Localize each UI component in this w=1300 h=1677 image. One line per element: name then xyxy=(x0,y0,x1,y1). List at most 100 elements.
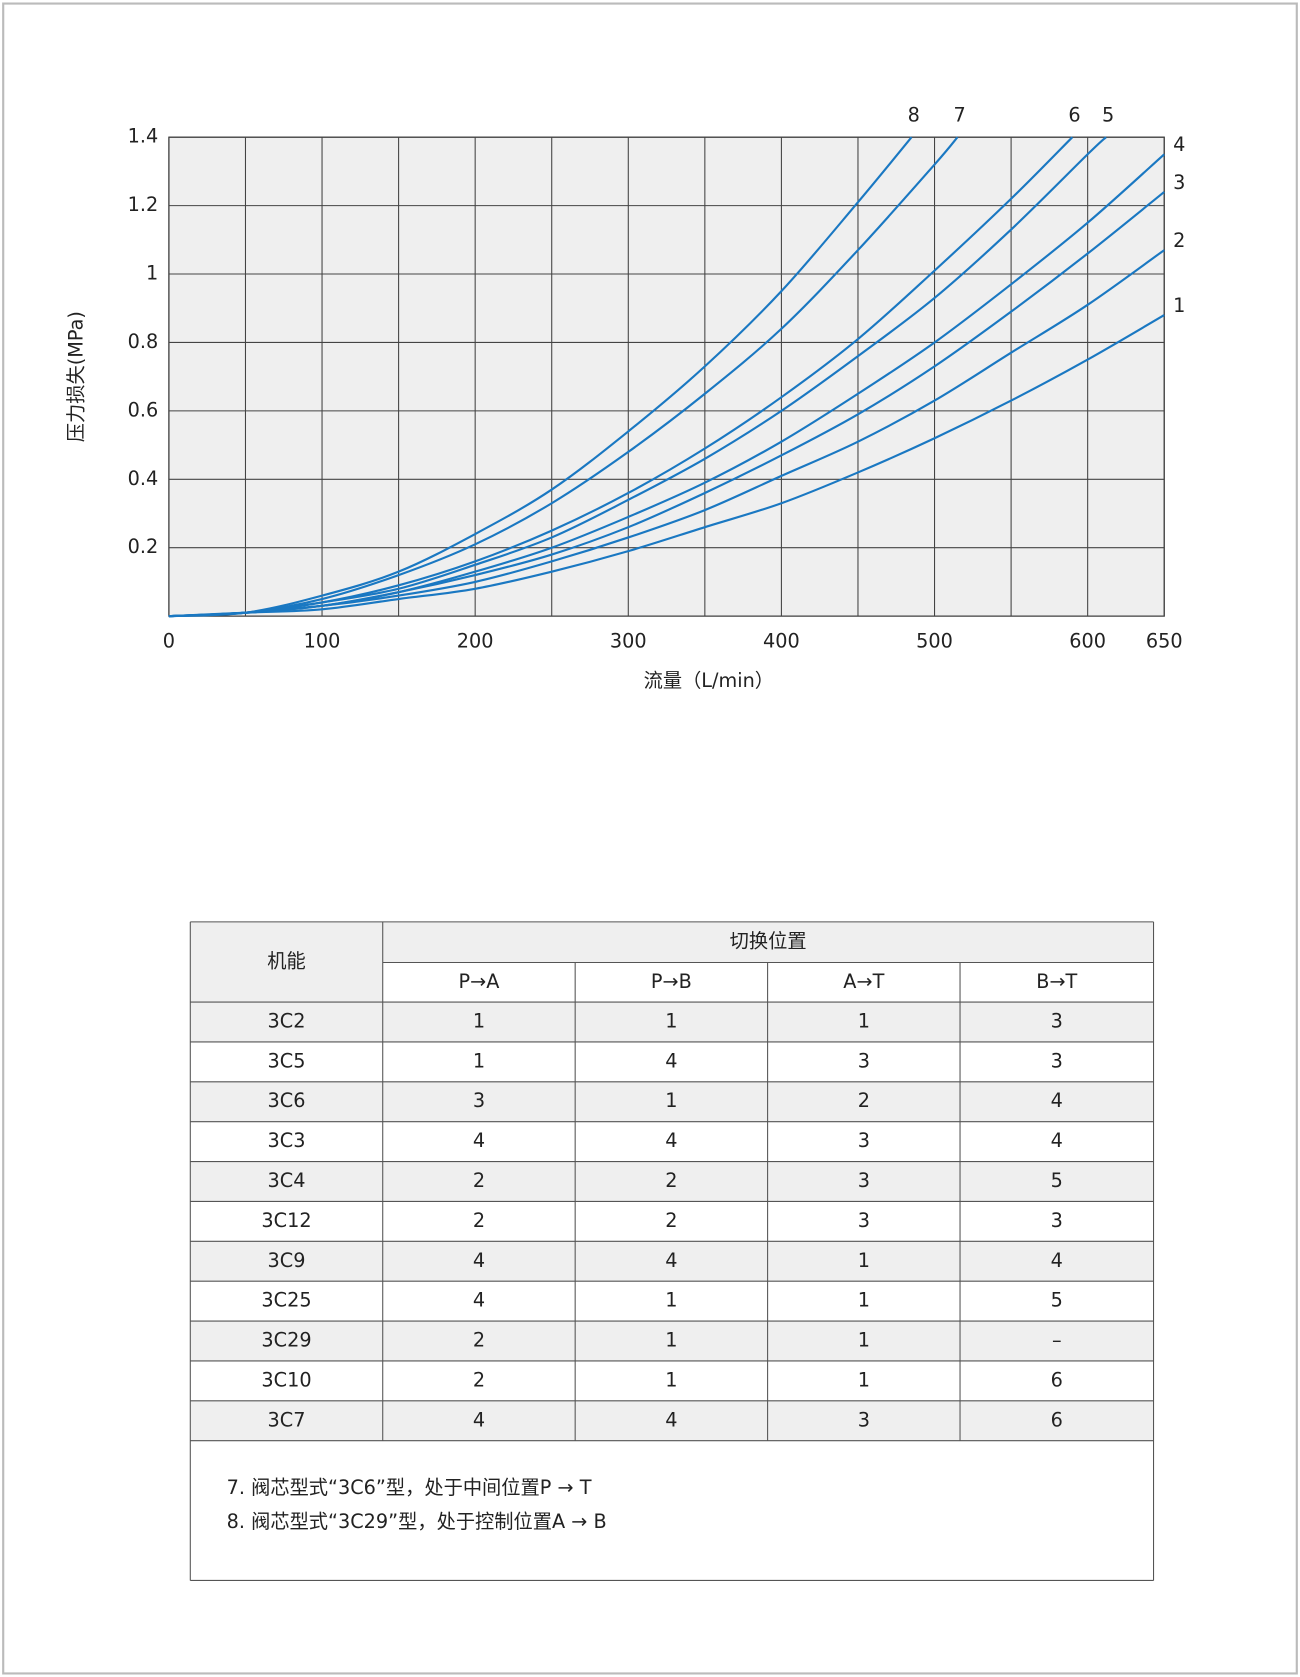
y-tick-label: 0.4 xyxy=(128,467,159,490)
note: 8. 阀芯型式“3C29”型，处于控制位置A → B xyxy=(227,1510,607,1533)
table-cell: 6 xyxy=(1051,1368,1063,1391)
table-cell: 3 xyxy=(858,1169,870,1192)
table-cell: 4 xyxy=(1051,1129,1063,1152)
table-cell: 6 xyxy=(1051,1408,1063,1431)
row-shade xyxy=(190,1081,1154,1122)
plot-area xyxy=(168,136,1165,617)
table-cell: 3C4 xyxy=(268,1169,306,1192)
table-cell: 1 xyxy=(665,1089,677,1112)
table-cell: 4 xyxy=(473,1408,485,1431)
curve-label: 4 xyxy=(1173,133,1185,156)
table-subheader: P→A xyxy=(459,970,500,993)
header-shade xyxy=(190,921,383,1003)
header-shade xyxy=(382,921,1154,963)
table-cell: 4 xyxy=(1051,1249,1063,1272)
table-cell: 4 xyxy=(665,1408,677,1431)
table-cell: 3 xyxy=(1051,1209,1063,1232)
note: 7. 阀芯型式“3C6”型，处于中间位置P → T xyxy=(227,1476,592,1499)
table-cell: 3C10 xyxy=(261,1368,311,1391)
y-tick-label: 0.6 xyxy=(128,398,159,421)
y-tick-label: 0.2 xyxy=(128,535,159,558)
curve xyxy=(168,314,1165,618)
table-cell: 1 xyxy=(858,1010,870,1033)
row-shade xyxy=(190,1161,1154,1202)
x-tick-label: 600 xyxy=(1069,629,1106,652)
table-cell: 3 xyxy=(858,1209,870,1232)
table-cell: 3C7 xyxy=(268,1408,306,1431)
x-tick-label: 200 xyxy=(457,629,494,652)
table-cell: – xyxy=(1052,1329,1062,1352)
curve xyxy=(168,136,913,618)
table-cell: 4 xyxy=(473,1249,485,1272)
table-cell: 3 xyxy=(858,1049,870,1072)
table-cell: 4 xyxy=(473,1289,485,1312)
table-cell: 2 xyxy=(665,1169,677,1192)
table-cell: 1 xyxy=(665,1289,677,1312)
table-cell: 1 xyxy=(858,1249,870,1272)
table-subheader: A→T xyxy=(843,970,884,993)
table-cell: 5 xyxy=(1051,1289,1063,1312)
y-tick-label: 1.2 xyxy=(128,193,159,216)
table-cell: 3 xyxy=(858,1129,870,1152)
table-cell: 4 xyxy=(665,1049,677,1072)
curve-label: 8 xyxy=(908,103,920,126)
table-header: 切换位置 xyxy=(730,930,807,953)
curve xyxy=(168,136,1074,618)
x-tick-label: 650 xyxy=(1146,629,1183,652)
table-cell: 4 xyxy=(665,1129,677,1152)
table-cell: 3C9 xyxy=(268,1249,306,1272)
curve-label: 5 xyxy=(1102,103,1114,126)
y-tick-label: 0.8 xyxy=(128,330,159,353)
table-cell: 3 xyxy=(473,1089,485,1112)
row-shade xyxy=(190,1400,1154,1441)
table-cell: 3C2 xyxy=(268,1010,306,1033)
x-axis-label: 流量（L/min） xyxy=(644,669,774,692)
curve-label: 2 xyxy=(1173,229,1185,252)
table-cell: 1 xyxy=(858,1289,870,1312)
row-shade xyxy=(190,1002,1154,1042)
table-cell: 3C5 xyxy=(268,1049,306,1072)
table-cell: 5 xyxy=(1051,1169,1063,1192)
table-cell: 2 xyxy=(473,1209,485,1232)
table-cell: 1 xyxy=(858,1368,870,1391)
curve-label: 3 xyxy=(1173,171,1185,194)
curve xyxy=(168,153,1165,618)
curve-label: 7 xyxy=(954,103,966,126)
table-cell: 3C29 xyxy=(261,1329,311,1352)
y-tick-label: 1.4 xyxy=(128,125,159,148)
table-cell: 2 xyxy=(473,1368,485,1391)
table-cell: 1 xyxy=(858,1329,870,1352)
curve xyxy=(168,136,959,618)
table-cell: 1 xyxy=(473,1010,485,1033)
row-shade xyxy=(190,1241,1154,1282)
x-tick-label: 100 xyxy=(304,629,341,652)
table-cell: 1 xyxy=(665,1329,677,1352)
table-subheader: B→T xyxy=(1036,970,1077,993)
table-header: 机能 xyxy=(267,949,305,972)
table-cell: 3C25 xyxy=(261,1289,311,1312)
table-cell: 3 xyxy=(858,1408,870,1431)
table-subheader: P→B xyxy=(651,970,692,993)
table-cell: 4 xyxy=(1051,1089,1063,1112)
y-tick-label: 1 xyxy=(146,262,158,285)
table-cell: 4 xyxy=(473,1129,485,1152)
x-tick-label: 500 xyxy=(916,629,953,652)
table-cell: 1 xyxy=(665,1368,677,1391)
table-cell: 3 xyxy=(1051,1010,1063,1033)
curve-label: 1 xyxy=(1173,294,1185,317)
table-cell: 2 xyxy=(473,1329,485,1352)
table-cell: 2 xyxy=(858,1089,870,1112)
y-axis-label: 压力损失(MPa) xyxy=(64,311,87,442)
table-cell: 3 xyxy=(1051,1049,1063,1072)
table-cell: 2 xyxy=(473,1169,485,1192)
curve-label: 6 xyxy=(1068,103,1080,126)
table-cell: 4 xyxy=(665,1249,677,1272)
table-cell: 3C6 xyxy=(268,1089,306,1112)
x-tick-label: 400 xyxy=(763,629,800,652)
table-cell: 1 xyxy=(665,1010,677,1033)
table-cell: 3C12 xyxy=(261,1209,311,1232)
x-tick-label: 0 xyxy=(163,629,175,652)
row-shade xyxy=(190,1321,1154,1361)
